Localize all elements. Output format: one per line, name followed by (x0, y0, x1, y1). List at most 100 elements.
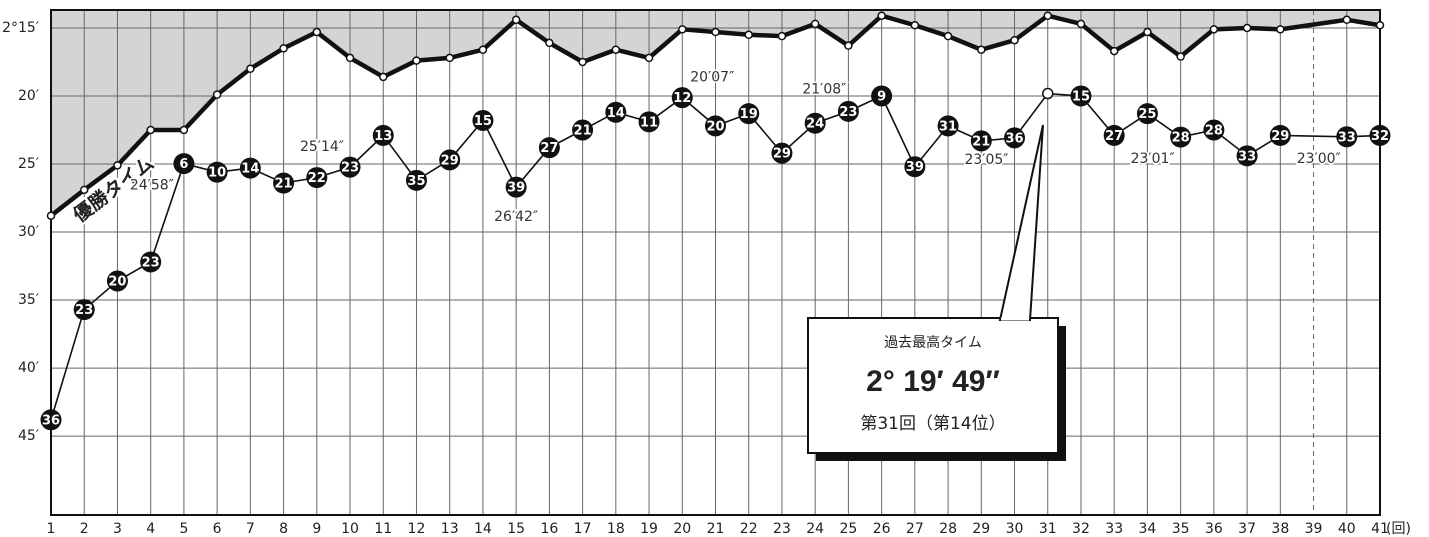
winning-point (412, 56, 421, 65)
winning-point (744, 30, 753, 40)
winning-point (810, 19, 820, 29)
winning-point (246, 64, 255, 74)
x-tick-label: 30 (1006, 521, 1024, 537)
x-tick-label: 6 (213, 521, 222, 537)
y-tick-label: 30′ (18, 224, 39, 240)
callout-box (807, 317, 1059, 454)
team-point (239, 157, 261, 179)
winning-point (445, 53, 454, 63)
team-point (638, 111, 660, 133)
y-tick-label: 25′ (18, 156, 39, 172)
rank-label: 27 (540, 141, 558, 156)
winning-point (611, 45, 621, 54)
winning-point (711, 27, 720, 37)
x-tick-label: 31 (1039, 521, 1057, 537)
winning-point (1276, 25, 1285, 34)
team-point (73, 299, 95, 321)
team-point (273, 172, 295, 194)
rank-label: 35 (407, 174, 425, 189)
team-point (1269, 124, 1291, 146)
callout: 過去最高タイム 2° 19′ 49″ 第31回（第14位） (807, 124, 1066, 461)
rank-label: 28 (1205, 123, 1223, 138)
x-tick-label: 39 (1305, 521, 1323, 537)
callout-title: 過去最高タイム (884, 334, 982, 351)
winning-point (212, 90, 222, 99)
winning-point (79, 185, 89, 195)
winning-point (578, 57, 587, 67)
winning-point (1143, 27, 1152, 37)
team-point (738, 103, 760, 125)
x-unit: (回) (1386, 521, 1411, 537)
team-point (1236, 145, 1258, 167)
x-tick-label: 41 (1371, 521, 1389, 537)
team-point (1203, 119, 1225, 141)
x-tick-label: 2 (80, 521, 89, 537)
rank-label: 31 (939, 119, 957, 134)
team-point (1336, 126, 1358, 148)
x-tick-label: 36 (1205, 521, 1223, 537)
team-point (40, 409, 62, 431)
winning-point (977, 45, 986, 54)
rank-label: 33 (1238, 149, 1256, 164)
rank-label: 33 (1338, 130, 1356, 145)
rank-label: 9 (877, 89, 886, 104)
rank-label: 21 (972, 134, 990, 149)
winning-point (910, 20, 920, 30)
winning-point (279, 44, 288, 53)
time-label: 21′08″ (802, 81, 846, 97)
winning-point (1043, 11, 1052, 20)
team-point (339, 156, 361, 178)
y-tick-label: 20′ (18, 88, 39, 104)
x-tick-label: 23 (773, 521, 791, 537)
team-point (937, 115, 959, 137)
rank-label: 23 (75, 303, 93, 318)
x-tick-label: 9 (312, 521, 321, 537)
winning-point (1109, 46, 1119, 56)
winning-point (678, 25, 687, 34)
team-point (572, 119, 594, 141)
winning-point (1242, 23, 1252, 33)
team-point (405, 169, 427, 191)
winning-point (777, 31, 787, 41)
rank-label: 14 (241, 162, 259, 177)
x-tick-label: 4 (146, 521, 155, 537)
x-tick-label: 5 (179, 521, 188, 537)
winning-point (478, 45, 488, 54)
rank-label: 27 (1105, 129, 1123, 144)
plot-frame (50, 9, 1381, 516)
y-tick-label: 40′ (18, 360, 39, 376)
winning-point (511, 15, 521, 25)
rank-label: 20 (706, 119, 724, 134)
team-point (904, 156, 926, 178)
x-tick-label: 28 (939, 521, 957, 537)
winning-point (113, 161, 122, 170)
winning-point (179, 125, 189, 135)
winning-point (46, 211, 56, 220)
team-point (705, 115, 726, 137)
rank-label: 10 (208, 166, 226, 181)
rank-label: 15 (474, 114, 492, 129)
time-label: 24′58″ (130, 178, 174, 194)
x-tick-label: 32 (1072, 521, 1090, 537)
winning-point (545, 38, 554, 48)
rank-label: 39 (906, 160, 924, 175)
team-point (1070, 85, 1092, 107)
team-point (837, 100, 859, 122)
x-tick-label: 11 (374, 521, 392, 537)
rank-label: 14 (607, 106, 625, 121)
team-point (871, 85, 893, 107)
x-tick-label: 20 (673, 521, 691, 537)
x-tick-label: 33 (1105, 521, 1123, 537)
winning-point (1176, 52, 1185, 61)
y-tick-label: 35′ (18, 292, 39, 308)
team-point (173, 153, 195, 175)
winning-point (877, 11, 886, 20)
winning-point (1209, 25, 1219, 34)
rank-label: 23 (839, 105, 857, 120)
winning-point (1010, 35, 1019, 45)
rank-label: 29 (1271, 129, 1289, 144)
x-tick-label: 21 (707, 521, 725, 537)
x-tick-label: 29 (972, 521, 990, 537)
y-tick-label: 2°15′ (2, 20, 39, 36)
